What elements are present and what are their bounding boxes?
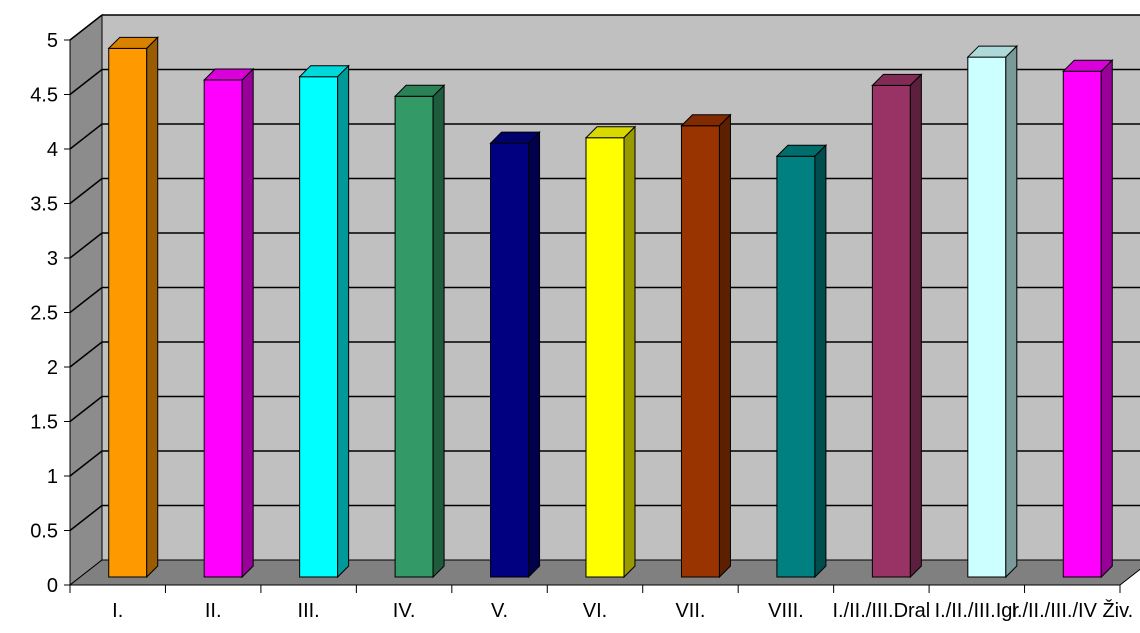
y-tick-label: 0 — [47, 575, 58, 597]
bar-front — [203, 79, 243, 578]
bar-front — [871, 84, 911, 578]
x-tick-label: III. — [298, 600, 320, 622]
gridline-side — [69, 286, 103, 314]
bar-side — [528, 130, 541, 579]
y-tick-label: 3.5 — [30, 194, 58, 216]
gridline-side — [69, 504, 103, 532]
bar — [202, 67, 255, 579]
bar-front — [967, 56, 1007, 578]
bar — [1062, 59, 1114, 579]
axes — [64, 39, 1121, 593]
bar-side — [241, 67, 254, 579]
bar-front — [108, 47, 148, 578]
x-tick-label: VI. — [583, 600, 607, 622]
x-tick-label: I. — [112, 600, 123, 622]
bar-side — [1005, 44, 1018, 579]
bar-side — [432, 84, 445, 579]
bar — [489, 130, 541, 579]
bar — [393, 84, 446, 579]
y-tick-labels: 0 0.5 1 1.5 2 2.5 3 3.5 4 4.5 5 — [30, 30, 58, 597]
gridline-side — [69, 68, 103, 96]
bar-side — [814, 144, 827, 579]
gridline-side — [69, 341, 103, 368]
bar — [298, 64, 350, 579]
x-tick-label: VII. — [675, 600, 705, 622]
x-tick-label: IV. — [393, 600, 416, 622]
y-tick-label: 5 — [47, 30, 58, 52]
bars — [107, 36, 1114, 579]
bar — [966, 44, 1019, 579]
y-tick-label: 0.5 — [30, 521, 58, 543]
bar-front — [1062, 70, 1102, 578]
x-tick-label: II. — [205, 600, 222, 622]
gridline-side — [69, 123, 103, 150]
gridline-side — [69, 395, 103, 423]
bar — [775, 144, 828, 579]
gridline-side — [69, 232, 103, 259]
bar-side — [623, 125, 636, 579]
y-tick-label: 2 — [47, 357, 58, 379]
gridline-side — [69, 450, 103, 477]
bar-front — [585, 137, 625, 578]
y-tick-label: 1.5 — [30, 412, 58, 434]
bar-side — [718, 113, 731, 579]
bar-side — [1100, 59, 1113, 579]
y-tick-label: 2.5 — [30, 303, 58, 325]
y-tick-label: 3 — [47, 248, 58, 270]
y-tick-label: 1 — [47, 466, 58, 488]
x-tick-label: I./II./III.Dral — [832, 600, 930, 622]
x-tick-label: I./II./III./IV Živ. — [1011, 599, 1133, 622]
x-tick-label: VIII. — [768, 600, 804, 622]
bar-side — [146, 36, 159, 579]
bar — [584, 125, 637, 579]
x-tick-labels: I. II. III. IV. V. VI. VII. VIII. I./II./III.Dra… — [112, 599, 1133, 622]
bar-front — [680, 125, 720, 578]
gridline-side — [69, 177, 103, 205]
bar-front — [490, 142, 530, 578]
bar-side — [337, 64, 350, 579]
bar — [680, 113, 732, 579]
gridline-side — [69, 14, 103, 41]
bar-front — [299, 76, 339, 578]
bar — [871, 73, 923, 579]
y-tick-label: 4 — [47, 139, 58, 161]
y-tick-label: 4.5 — [30, 85, 58, 107]
x-tick-label: I./II./III.Igr — [935, 600, 1020, 622]
bar — [107, 36, 159, 579]
bar-front — [394, 95, 434, 578]
x-tick-label: V. — [491, 600, 508, 622]
bar-side — [909, 73, 922, 579]
bar-front — [776, 155, 816, 578]
